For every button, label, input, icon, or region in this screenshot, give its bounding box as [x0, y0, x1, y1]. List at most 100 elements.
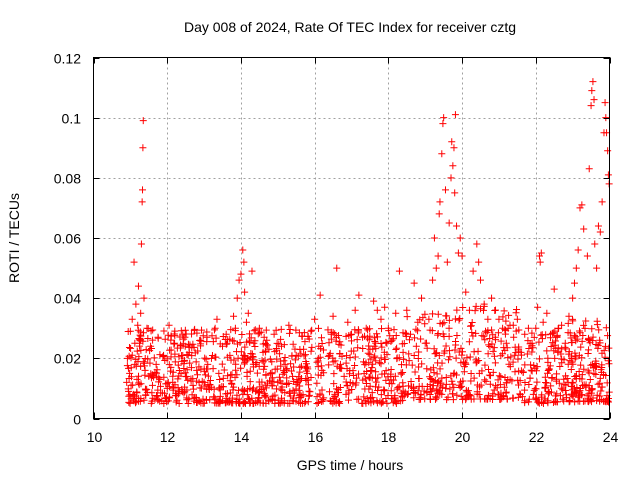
data-point	[202, 395, 210, 403]
data-point	[470, 374, 478, 382]
data-point	[156, 375, 164, 383]
data-point	[289, 372, 297, 380]
data-point	[371, 352, 379, 360]
data-point	[429, 364, 437, 372]
data-point	[303, 360, 311, 368]
data-point	[227, 326, 235, 334]
data-point	[216, 392, 224, 400]
data-point	[259, 348, 267, 356]
data-point	[367, 355, 375, 363]
data-point	[435, 352, 443, 360]
data-point	[331, 390, 339, 398]
data-point	[442, 342, 450, 350]
data-point	[602, 324, 610, 332]
data-point	[325, 339, 333, 347]
data-point	[548, 388, 556, 396]
data-point	[592, 357, 600, 365]
data-point	[505, 311, 513, 319]
data-point	[315, 324, 323, 332]
data-point	[343, 382, 351, 390]
data-point	[475, 258, 483, 266]
data-point	[360, 358, 368, 366]
data-point	[601, 342, 609, 350]
data-point	[134, 321, 142, 329]
data-point	[245, 330, 253, 338]
data-points	[123, 78, 613, 407]
data-point	[438, 384, 446, 392]
data-point	[276, 350, 284, 358]
data-point	[290, 363, 298, 371]
data-point	[575, 367, 583, 375]
data-point	[400, 355, 408, 363]
data-point	[472, 302, 480, 310]
data-point	[226, 351, 234, 359]
data-point	[382, 367, 390, 375]
data-point	[530, 333, 538, 341]
data-point	[593, 264, 601, 272]
data-point	[572, 387, 580, 395]
x-tick-label: 10	[87, 429, 103, 445]
data-point	[403, 313, 411, 321]
data-point	[152, 360, 160, 368]
data-point	[318, 366, 326, 374]
data-point	[139, 144, 147, 152]
data-point	[517, 348, 525, 356]
data-point	[477, 276, 484, 284]
data-point	[392, 332, 400, 340]
data-point	[136, 339, 144, 347]
data-point	[135, 353, 143, 361]
data-point	[590, 370, 598, 378]
data-point	[497, 337, 505, 345]
data-point	[438, 374, 446, 382]
data-point	[477, 305, 485, 313]
data-point	[140, 294, 148, 302]
data-point	[170, 330, 178, 338]
data-point	[273, 365, 281, 373]
data-point	[536, 258, 544, 266]
data-point	[387, 395, 395, 403]
data-point	[423, 389, 431, 397]
data-point	[169, 378, 177, 386]
data-point	[467, 370, 475, 378]
data-point	[175, 367, 183, 375]
data-point	[587, 102, 595, 110]
data-point	[509, 394, 517, 402]
data-point	[303, 369, 311, 377]
data-point	[418, 294, 426, 302]
data-point	[401, 329, 409, 337]
data-point	[434, 329, 442, 337]
data-point	[573, 335, 581, 343]
data-point	[300, 329, 308, 337]
data-point	[455, 381, 463, 389]
data-point	[498, 394, 506, 402]
data-point	[579, 332, 587, 340]
data-point	[240, 258, 248, 266]
data-point	[191, 393, 199, 401]
data-point	[358, 399, 366, 407]
data-point	[574, 246, 582, 254]
data-point	[152, 369, 160, 377]
data-point	[169, 386, 177, 394]
data-point	[345, 370, 353, 378]
data-point	[565, 312, 573, 320]
data-point	[126, 369, 134, 377]
y-tick-label: 0.02	[54, 351, 81, 367]
data-point	[295, 394, 303, 402]
data-point	[577, 361, 585, 369]
data-point	[266, 369, 274, 377]
data-point	[572, 337, 580, 345]
data-point	[578, 382, 586, 390]
data-point	[185, 348, 193, 356]
data-point	[126, 399, 134, 407]
data-point	[426, 381, 434, 389]
data-point	[407, 378, 415, 386]
data-point	[223, 389, 231, 397]
data-point	[434, 331, 442, 339]
data-point	[313, 379, 321, 387]
data-point	[503, 395, 511, 403]
data-point	[500, 344, 508, 352]
data-point	[544, 367, 552, 375]
data-point	[410, 394, 418, 402]
data-point	[265, 377, 273, 385]
data-point	[189, 340, 197, 348]
